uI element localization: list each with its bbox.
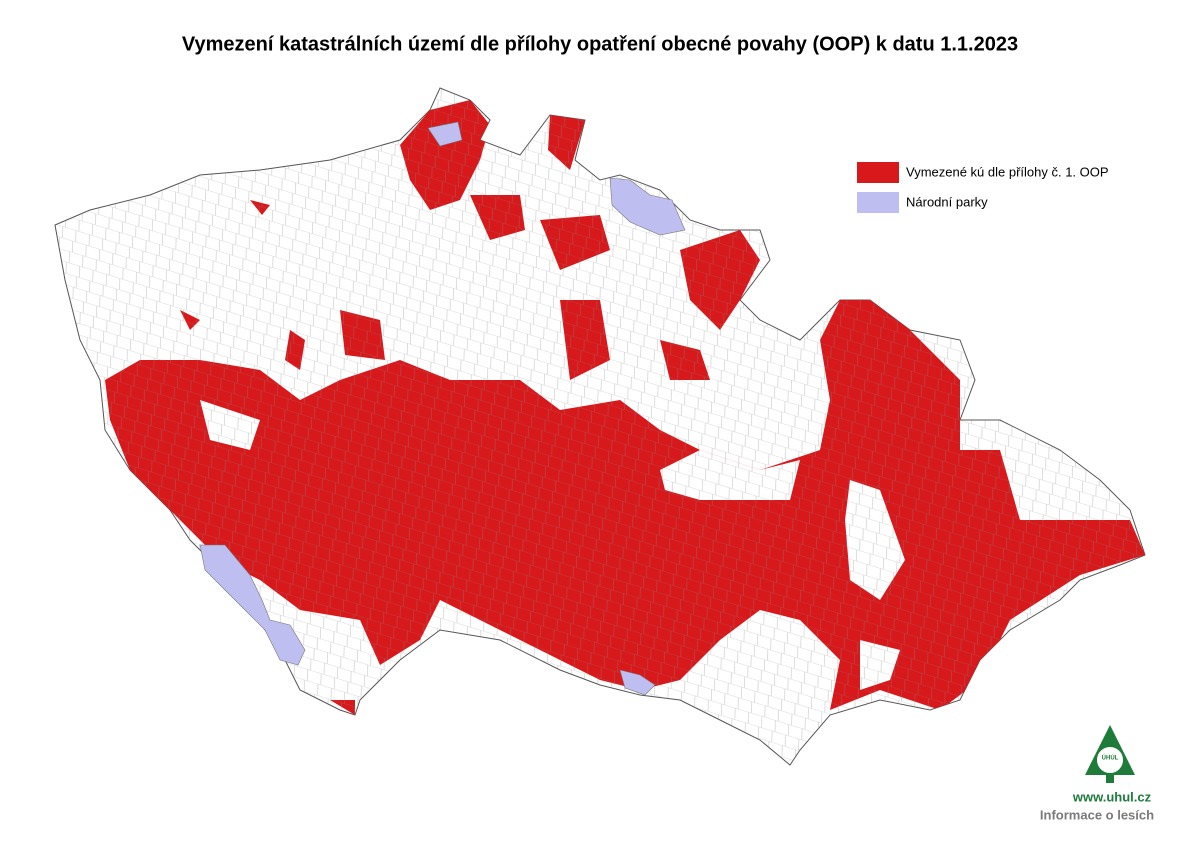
legend-label: Vymezené kú dle přílohy č. 1. OOP xyxy=(906,164,1109,179)
national-parks xyxy=(199,121,686,696)
logo-text: ÚHÚL xyxy=(1102,755,1119,762)
national-park xyxy=(619,669,656,696)
legend-label: Národní parky xyxy=(906,194,988,209)
tagline: Informace o lesích xyxy=(1040,807,1154,822)
national-park xyxy=(609,177,686,236)
legend-swatch xyxy=(857,162,899,183)
logo: ÚHÚL www.uhul.cz Informace o lesích xyxy=(1040,725,1154,822)
website: www.uhul.cz xyxy=(1072,789,1152,804)
national-park xyxy=(199,544,306,666)
national-park xyxy=(427,121,463,147)
legend: Vymezené kú dle přílohy č. 1. OOP Národní… xyxy=(857,162,1109,213)
map-title: Vymezení katastrálních území dle přílohy… xyxy=(182,33,1018,55)
legend-swatch xyxy=(857,192,899,213)
